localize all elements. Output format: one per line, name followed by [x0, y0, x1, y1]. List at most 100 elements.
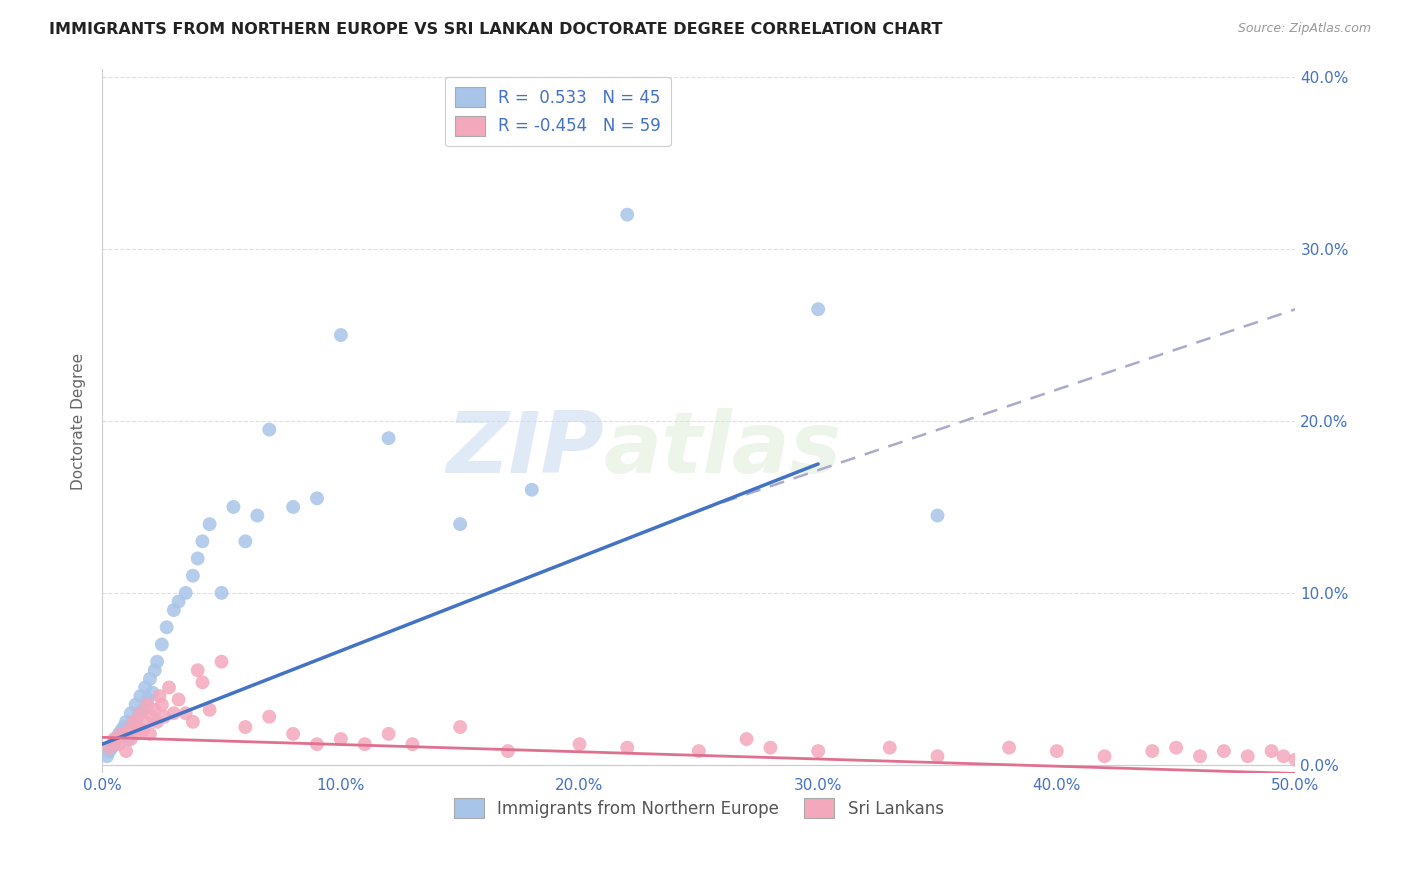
- Point: [281, 500, 304, 514]
- Point: [259, 423, 281, 437]
- Point: [235, 720, 257, 734]
- Point: [1212, 744, 1234, 758]
- Point: [105, 732, 128, 747]
- Point: [305, 491, 328, 506]
- Point: [688, 744, 710, 758]
- Point: [520, 483, 543, 497]
- Point: [143, 703, 166, 717]
- Point: [108, 737, 131, 751]
- Point: [98, 744, 121, 758]
- Point: [134, 714, 156, 729]
- Point: [198, 703, 221, 717]
- Point: [110, 727, 132, 741]
- Point: [1166, 740, 1188, 755]
- Point: [191, 534, 214, 549]
- Point: [110, 723, 132, 738]
- Point: [127, 709, 149, 723]
- Point: [735, 732, 758, 747]
- Point: [879, 740, 901, 755]
- Text: atlas: atlas: [603, 408, 842, 491]
- Point: [305, 737, 328, 751]
- Point: [281, 727, 304, 741]
- Text: ZIP: ZIP: [446, 408, 603, 491]
- Point: [191, 675, 214, 690]
- Point: [807, 302, 830, 317]
- Point: [211, 655, 233, 669]
- Point: [122, 714, 145, 729]
- Y-axis label: Doctorate Degree: Doctorate Degree: [72, 352, 86, 490]
- Point: [329, 328, 352, 343]
- Point: [117, 723, 139, 738]
- Point: [132, 703, 155, 717]
- Point: [377, 431, 399, 445]
- Point: [616, 208, 638, 222]
- Point: [115, 744, 138, 758]
- Point: [167, 594, 190, 608]
- Point: [100, 740, 122, 755]
- Point: [235, 534, 257, 549]
- Point: [139, 672, 162, 686]
- Point: [222, 500, 245, 514]
- Point: [616, 740, 638, 755]
- Point: [143, 663, 166, 677]
- Point: [163, 706, 186, 721]
- Point: [103, 732, 125, 747]
- Point: [98, 740, 121, 755]
- Point: [1142, 744, 1164, 758]
- Point: [187, 663, 209, 677]
- Point: [174, 586, 197, 600]
- Point: [401, 737, 423, 751]
- Point: [96, 749, 118, 764]
- Point: [136, 698, 159, 712]
- Point: [759, 740, 782, 755]
- Point: [146, 655, 169, 669]
- Point: [449, 517, 471, 532]
- Point: [117, 732, 139, 747]
- Point: [132, 723, 155, 738]
- Point: [108, 727, 131, 741]
- Point: [141, 709, 163, 723]
- Point: [146, 714, 169, 729]
- Point: [115, 714, 138, 729]
- Point: [156, 620, 179, 634]
- Point: [449, 720, 471, 734]
- Point: [120, 732, 142, 747]
- Point: [129, 706, 152, 721]
- Point: [124, 727, 146, 741]
- Point: [112, 720, 135, 734]
- Point: [129, 689, 152, 703]
- Point: [153, 709, 176, 723]
- Point: [174, 706, 197, 721]
- Point: [136, 692, 159, 706]
- Point: [163, 603, 186, 617]
- Point: [134, 681, 156, 695]
- Point: [120, 706, 142, 721]
- Point: [927, 749, 949, 764]
- Point: [568, 737, 591, 751]
- Point: [353, 737, 375, 751]
- Point: [141, 685, 163, 699]
- Point: [148, 689, 170, 703]
- Point: [211, 586, 233, 600]
- Point: [157, 681, 180, 695]
- Point: [187, 551, 209, 566]
- Point: [259, 709, 281, 723]
- Point: [998, 740, 1021, 755]
- Text: Source: ZipAtlas.com: Source: ZipAtlas.com: [1237, 22, 1371, 36]
- Point: [1272, 749, 1295, 764]
- Legend: Immigrants from Northern Europe, Sri Lankans: Immigrants from Northern Europe, Sri Lan…: [447, 791, 950, 825]
- Point: [1236, 749, 1258, 764]
- Point: [496, 744, 519, 758]
- Point: [122, 714, 145, 729]
- Point: [198, 517, 221, 532]
- Point: [103, 737, 125, 751]
- Point: [167, 692, 190, 706]
- Point: [246, 508, 269, 523]
- Point: [150, 638, 173, 652]
- Point: [1284, 753, 1306, 767]
- Point: [329, 732, 352, 747]
- Point: [150, 698, 173, 712]
- Point: [139, 727, 162, 741]
- Point: [1188, 749, 1211, 764]
- Point: [181, 568, 204, 582]
